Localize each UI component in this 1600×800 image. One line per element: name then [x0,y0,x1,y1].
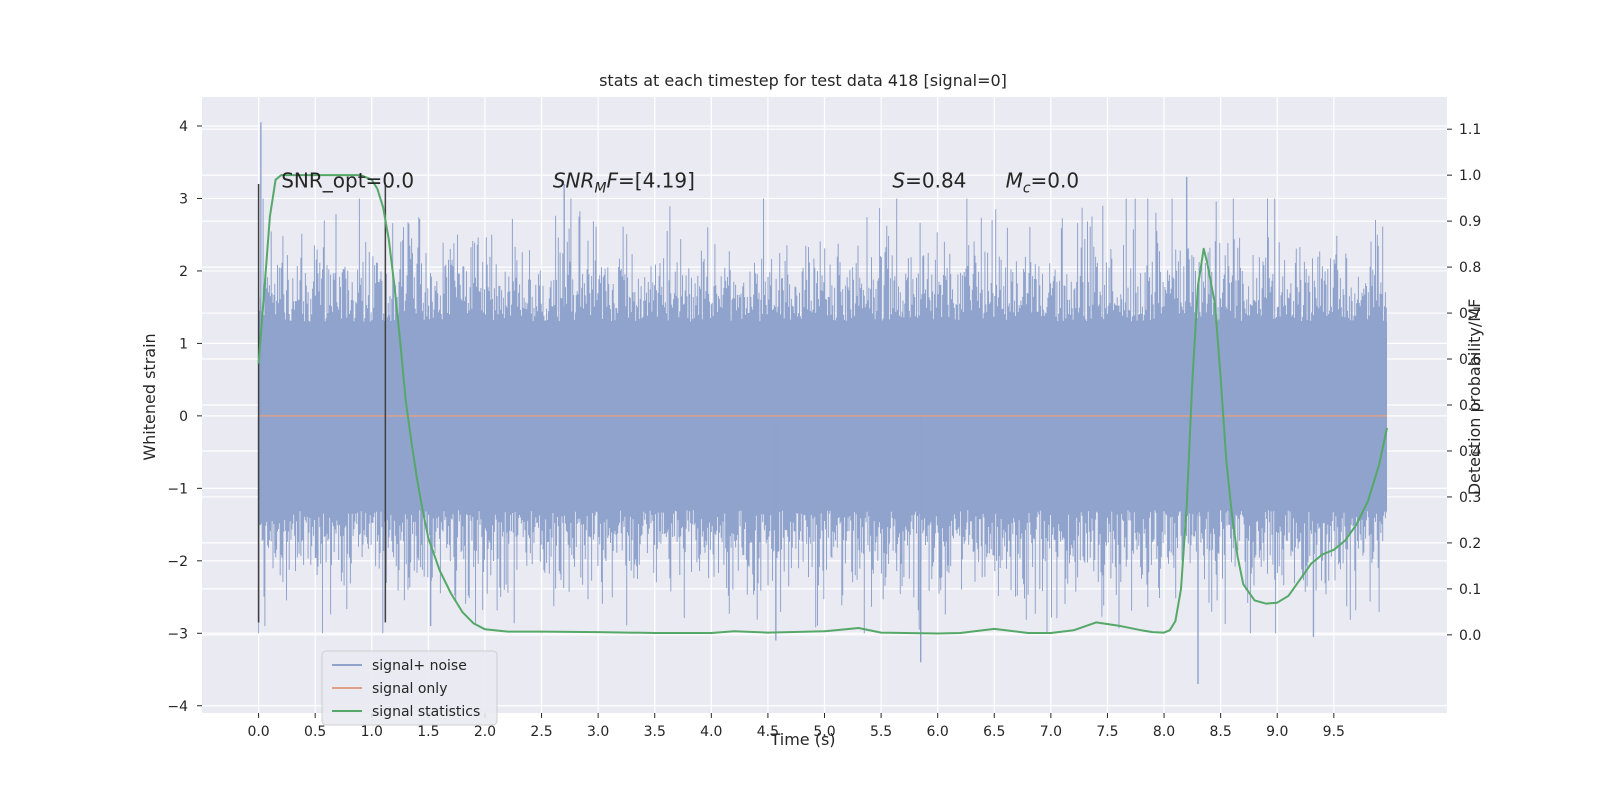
x-tick-label: 8.5 [1210,724,1232,740]
legend-label: signal+ noise [372,658,467,674]
y2-axis-title: Detection probability/MF [1465,299,1484,496]
legend-label: signal statistics [372,704,480,720]
x-tick-label: 0.0 [247,724,269,740]
annotation: SNRMF=[4.19] [553,169,695,197]
annotation: S=0.84 [892,169,966,193]
y2-tick-label: 0.8 [1459,260,1481,276]
x-tick-label: 2.5 [530,724,552,740]
annotation: Mc=0.0 [1006,169,1080,197]
legend: signal+ noise signal only signal statistic… [321,650,498,726]
y2-tick-label: 0.9 [1459,214,1481,230]
x-tick-label: 7.0 [1040,724,1062,740]
y-tick-label: 4 [179,119,188,135]
x-tick-label: 1.0 [361,724,383,740]
x-tick-label: 4.5 [757,724,779,740]
y-tick-label: −3 [167,626,188,642]
x-tick-label: 1.5 [417,724,439,740]
y2-tick-label: 0.6 [1459,352,1481,368]
annotation: SNR_opt=0.0 [281,169,414,193]
x-tick-label: 6.5 [983,724,1005,740]
y2-tick-label: 0.5 [1459,398,1481,414]
x-tick-label: 3.0 [587,724,609,740]
legend-box [321,650,498,726]
x-tick-label: 5.5 [870,724,892,740]
y-tick-label: 0 [179,409,188,425]
signal-statistics-series [257,174,1388,635]
x-tick-label: 5.0 [813,724,835,740]
x-tick-label: 9.5 [1323,724,1345,740]
y-tick-label: 3 [179,191,188,207]
x-tick-label: 8.0 [1153,724,1175,740]
x-axis-title: Time (s) [769,730,835,749]
x-tick-label: 7.5 [1096,724,1118,740]
x-tick-label: 3.5 [644,724,666,740]
y2-tick-label: 0.7 [1459,306,1481,322]
y2-tick-label: 0.3 [1459,490,1481,506]
y2-tick-label: 0.0 [1459,628,1481,644]
y-tick-label: −2 [167,554,188,570]
x-tick-label: 4.0 [700,724,722,740]
y2-tick-label: 0.4 [1459,444,1481,460]
y2-tick-label: 1.1 [1459,122,1481,138]
vertical-markers [257,183,387,623]
y-tick-label: 1 [179,336,188,352]
x-tick-label: 9.0 [1266,724,1288,740]
x-tick-label: 6.0 [927,724,949,740]
chart-title: stats at each timestep for test data 418… [599,71,1007,90]
y2-tick-label: 1.0 [1459,168,1481,184]
y-axis-title: Whitened strain [140,333,159,460]
signal-statistics-line [257,174,1388,635]
y2-tick-label: 0.2 [1459,536,1481,552]
x-tick-label: 0.5 [304,724,326,740]
y-tick-label: 2 [179,264,188,280]
y-tick-label: −4 [167,699,188,715]
annotations: SNR_opt=0.0 SNRMF=[4.19] S=0.84 Mc=0.0 [281,169,1079,197]
y-tick-label: −1 [167,481,188,497]
legend-label: signal only [372,681,447,697]
axes: 0.0 0.5 1.0 1.5 2.0 2.5 3.0 3.5 4.0 4.5 5.0 5.5 6.0 6… [167,119,1481,740]
y2-tick-label: 0.1 [1459,582,1481,598]
x-tick-label: 2.0 [474,724,496,740]
